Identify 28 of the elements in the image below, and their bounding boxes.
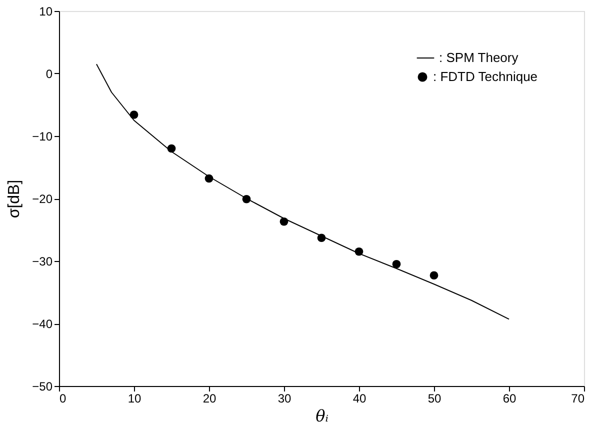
y-tick-label: −40 (32, 317, 53, 331)
x-tick-label: 40 (352, 392, 366, 406)
y-tick-label: 0 (46, 67, 53, 81)
x-tick-label: 0 (60, 392, 66, 406)
legend-label: : FDTD Technique (433, 69, 538, 84)
y-tick-label: −20 (32, 192, 53, 206)
y-tick-label: −50 (32, 380, 53, 394)
x-tick-label: 50 (428, 392, 442, 406)
x-tick-label: 60 (502, 392, 516, 406)
point (392, 260, 401, 268)
x-tick-label: 30 (278, 392, 292, 406)
x-tick-label: 10 (128, 392, 142, 406)
x-tick-label: 20 (202, 392, 216, 406)
legend-label: : SPM Theory (439, 50, 519, 65)
point (130, 110, 138, 119)
x-axis-title: θᵢ (316, 406, 328, 426)
point (167, 144, 176, 153)
y-tick-label: −30 (32, 254, 53, 268)
y-tick-label: −10 (32, 130, 53, 144)
point (317, 234, 326, 242)
point (204, 174, 214, 183)
point (354, 247, 364, 256)
y-axis-title: σ[dB] (6, 180, 24, 218)
point (242, 194, 251, 204)
point (430, 271, 438, 280)
x-tick-label: 70 (571, 392, 585, 406)
point (280, 217, 288, 226)
y-tick-label: 10 (39, 4, 53, 18)
